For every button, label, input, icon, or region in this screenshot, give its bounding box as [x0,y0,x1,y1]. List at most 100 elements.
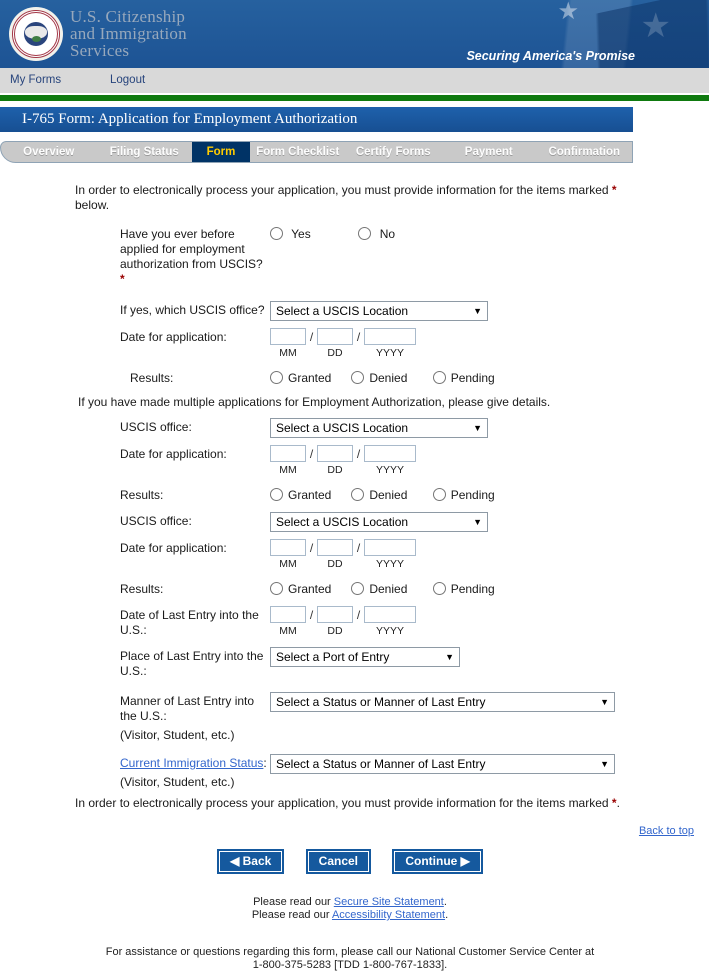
radio-yes-option[interactable]: Yes [270,227,355,242]
manner-of-last-entry-select[interactable]: Select a Status or Manner of Last Entry … [270,692,615,712]
back-button[interactable]: ◀ Back [219,851,283,872]
date-application-label: Date for application: [120,330,227,344]
radio-pending-2[interactable] [432,488,446,501]
radio-denied-option[interactable]: Denied [351,582,429,597]
radio-pending-option[interactable]: Pending [432,582,495,597]
last-entry-dd-input[interactable] [317,606,353,623]
chevron-down-icon: ▼ [473,423,482,433]
page-title: I-765 Form: Application for Employment A… [22,111,358,127]
date-application-1-mm-input[interactable] [270,328,306,345]
last-entry-date-label: Date of Last Entry into the U.S.: [120,608,259,637]
date-application-3-dd-input[interactable] [317,539,353,556]
nav-logout-link[interactable]: Logout [110,74,146,86]
closing-text: In order to electronically process your … [75,796,620,810]
current-status-label: Current Immigration Status: (Visitor, St… [120,754,270,790]
date-format-labels: MM DD YYYY [279,625,404,637]
chevron-down-icon: ▼ [600,759,609,769]
required-star: * [120,272,125,286]
cancel-button[interactable]: Cancel [307,851,370,872]
multiple-applications-text: If you have made multiple applications f… [78,395,551,409]
eagle-icon [25,26,47,39]
results-label: Results: [120,582,164,596]
tab-form[interactable]: Form [192,142,250,162]
required-star: * [611,183,617,197]
date-application-1-dd-input[interactable] [317,328,353,345]
tab-overview[interactable]: Overview [23,146,75,158]
date-application-2-yyyy-input[interactable] [364,445,416,462]
uscis-office-select-3[interactable]: Select a USCIS Location ▼ [270,512,488,532]
seal-core [24,22,48,46]
date-application-3-yyyy-input[interactable] [364,539,416,556]
current-immigration-status-link[interactable]: Current Immigration Status [120,756,264,770]
form-body: In order to electronically process your … [0,163,640,811]
current-status-select[interactable]: Select a Status or Manner of Last Entry … [270,754,615,774]
accessibility-statement-link[interactable]: Accessibility Statement [331,909,446,921]
chevron-down-icon: ▼ [600,697,609,707]
date-application-2-dd-input[interactable] [317,445,353,462]
last-entry-mm-input[interactable] [270,606,306,623]
row-results-3: Results: Granted Denied Pending [0,580,640,597]
date-application-1-yyyy-input[interactable] [364,328,416,345]
date-application-3-mm-input[interactable] [270,539,306,556]
radio-granted-3[interactable] [270,582,283,595]
row-current-status: Current Immigration Status: (Visitor, St… [0,754,640,790]
results-label: Results: [130,371,174,385]
date-application-label: Date for application: [120,447,227,461]
radio-granted-2[interactable] [270,488,283,501]
radio-granted-option[interactable]: Granted [270,371,348,386]
radio-no[interactable] [358,227,372,240]
radio-denied-option[interactable]: Denied [351,371,429,386]
agency-line: U.S. Citizenship [70,7,186,26]
radio-pending-option[interactable]: Pending [432,488,495,503]
radio-granted-1[interactable] [270,371,283,384]
row-last-entry-place: Place of Last Entry into the U.S.: Selec… [0,647,640,679]
visitor-student-note: (Visitor, Student, etc.) [120,775,235,789]
intro-text: In order to electronically process your … [75,183,617,212]
assistance-text: For assistance or questions regarding th… [105,946,595,971]
last-entry-yyyy-input[interactable] [364,606,416,623]
date-format-labels: MM DD YYYY [279,464,404,476]
radio-pending-3[interactable] [432,582,446,595]
progress-tabs: Overview Filing Status Form Form Checkli… [0,141,633,163]
radio-no-option[interactable]: No [358,227,395,242]
radio-denied-option[interactable]: Denied [351,488,429,503]
radio-denied-1[interactable] [351,371,365,384]
tab-form-checklist[interactable]: Form Checklist [256,146,340,158]
radio-yes[interactable] [270,227,283,240]
continue-button[interactable]: Continue ▶ [394,851,481,872]
row-date-application-1: Date for application: / / MM DD YYYY [0,328,640,362]
agency-line: Services [70,41,130,60]
agency-name: U.S. Citizenship and Immigration Service… [70,8,187,59]
date-format-labels: MM DD YYYY [279,347,404,359]
row-date-application-3: Date for application: / / MM DD YYYY [0,539,640,573]
nav-my-forms-link[interactable]: My Forms [10,74,62,86]
row-uscis-office-2: USCIS office: Select a USCIS Location ▼ [0,418,640,438]
tab-confirmation[interactable]: Confirmation [548,146,621,158]
form-actions: ◀ Back Cancel Continue ▶ [0,847,700,880]
port-of-entry-select[interactable]: Select a Port of Entry ▼ [270,647,460,667]
tab-filing-status[interactable]: Filing Status [109,146,179,158]
radio-pending-option[interactable]: Pending [432,371,495,386]
chevron-down-icon: ▼ [473,306,482,316]
row-date-application-2: Date for application: / / MM DD YYYY [0,445,640,479]
radio-denied-2[interactable] [351,488,365,501]
row-last-entry-manner: Manner of Last Entry into the U.S.: (Vis… [0,692,640,743]
row-last-entry-date: Date of Last Entry into the U.S.: / / MM… [0,606,640,640]
radio-pending-1[interactable] [432,371,446,384]
date-application-2-mm-input[interactable] [270,445,306,462]
radio-granted-option[interactable]: Granted [270,582,348,597]
radio-denied-3[interactable] [351,582,365,595]
uscis-office-select-2[interactable]: Select a USCIS Location ▼ [270,418,488,438]
globe-icon [32,36,41,42]
date-application-label: Date for application: [120,541,227,555]
tab-payment[interactable]: Payment [464,146,513,158]
results-label: Results: [120,488,164,502]
row-results-1: Results: Granted Denied Pending [0,369,640,386]
tab-certify-forms[interactable]: Certify Forms [355,146,431,158]
radio-granted-option[interactable]: Granted [270,488,348,503]
back-to-top-link[interactable]: Back to top [638,825,694,837]
uscis-office-select-1[interactable]: Select a USCIS Location ▼ [270,301,488,321]
dhs-seal-logo [9,7,63,61]
secure-site-statement-link[interactable]: Secure Site Statement [333,896,444,908]
chevron-down-icon: ▼ [473,517,482,527]
